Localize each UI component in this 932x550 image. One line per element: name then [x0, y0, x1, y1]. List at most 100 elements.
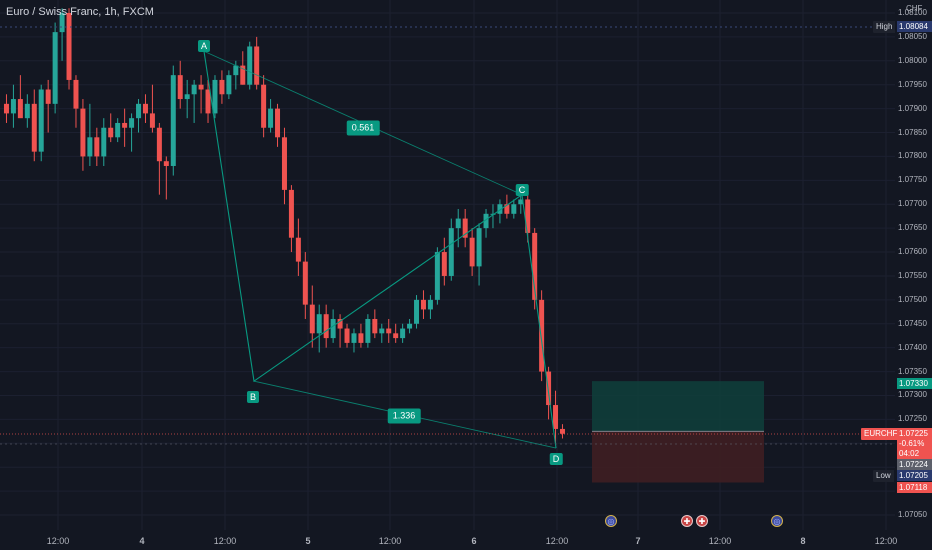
quote-currency[interactable]: CHF	[906, 4, 923, 13]
candle-body	[295, 237, 301, 262]
candle-body	[323, 314, 329, 339]
candle-body	[247, 46, 253, 85]
candle-body	[427, 299, 433, 310]
candle-body	[45, 89, 51, 104]
candle-body	[393, 333, 399, 339]
candle-body	[198, 84, 204, 90]
candles	[3, 8, 565, 444]
candle-body	[455, 218, 461, 229]
candle-body	[532, 232, 538, 300]
stop-loss-zone	[592, 431, 764, 483]
x-tick-label: 5	[305, 536, 311, 546]
candle-body	[483, 213, 489, 229]
candle-body	[108, 127, 114, 138]
y-tick-label: 1.07350	[898, 366, 927, 376]
y-tick-label: 1.07450	[898, 318, 927, 328]
ratio-label-ac: 0.561	[346, 120, 380, 136]
take-profit-price-tag: 1.07330	[897, 378, 932, 389]
y-tick-label: 1.07850	[898, 127, 927, 137]
x-tick-label: 12:00	[545, 536, 569, 546]
candle-body	[448, 228, 454, 276]
candle-body	[184, 94, 190, 100]
candle-body	[281, 137, 287, 190]
bar-countdown-tag: 04:02	[897, 448, 932, 459]
candle-body	[275, 108, 281, 138]
x-tick-label: 12:00	[708, 536, 732, 546]
y-tick-label: 1.07600	[898, 247, 927, 257]
eu-flag-icon[interactable]: ✚	[696, 515, 708, 527]
candle-body	[559, 428, 565, 434]
candle-body	[205, 89, 211, 114]
y-tick-label: 1.08100	[898, 8, 927, 17]
candle-body	[344, 328, 350, 343]
candle-body	[226, 75, 232, 95]
candle-body	[504, 204, 510, 214]
second-price-tag: 1.07224	[897, 459, 932, 470]
symbol-label: EURCHF	[861, 428, 901, 440]
candle-body	[52, 32, 58, 104]
pattern-label-d: D	[549, 453, 563, 465]
candle-body	[163, 161, 169, 166]
y-tick-label: 1.07750	[898, 175, 927, 185]
x-tick-label: 6	[471, 536, 477, 546]
calendar-event-icon[interactable]: ◎	[605, 515, 617, 527]
pattern-leg	[203, 51, 557, 449]
y-tick-label: 1.07800	[898, 151, 927, 161]
eu-flag-icon[interactable]: ✚	[681, 515, 693, 527]
candle-body	[518, 199, 524, 205]
y-tick-label: 1.07500	[898, 294, 927, 304]
candle-body	[31, 103, 37, 152]
current-price-tag: 1.07225	[897, 428, 932, 439]
candle-body	[420, 299, 426, 310]
candle-body	[101, 127, 107, 157]
candle-body	[316, 314, 322, 334]
chart-grid	[0, 0, 895, 530]
y-tick-label: 1.07300	[898, 390, 927, 400]
candle-body	[73, 79, 79, 109]
candle-body	[511, 204, 517, 214]
candle-body	[441, 252, 447, 276]
high-label: High	[873, 21, 896, 33]
candle-body	[38, 89, 44, 152]
candle-body	[87, 137, 93, 157]
candle-body	[400, 328, 406, 339]
y-tick-label: 1.07400	[898, 342, 927, 352]
candle-body	[497, 204, 503, 214]
calendar-event-icon[interactable]: ◎	[771, 515, 783, 527]
candle-body	[386, 328, 392, 334]
y-tick-label: 1.07950	[898, 79, 927, 89]
candle-body	[156, 127, 162, 162]
x-tick-label: 4	[139, 536, 145, 546]
abcd-pattern	[203, 50, 557, 449]
candle-body	[469, 237, 475, 267]
candle-body	[115, 122, 121, 138]
candle-body	[330, 318, 336, 339]
candle-body	[372, 318, 378, 334]
candle-body	[414, 299, 420, 324]
candle-body	[407, 323, 413, 329]
candle-body	[546, 371, 552, 406]
candle-body	[434, 252, 440, 300]
x-tick-label: 12:00	[874, 536, 898, 546]
pattern-label-b: B	[246, 391, 260, 403]
y-tick-label: 1.07050	[898, 510, 927, 519]
x-tick-label: 8	[800, 536, 806, 546]
high-price-tag: 1.08084	[897, 21, 932, 32]
candle-body	[233, 65, 239, 76]
y-tick-label: 1.07250	[898, 414, 927, 424]
candle-body	[24, 103, 30, 119]
x-tick-label: 12:00	[378, 536, 402, 546]
chart-title[interactable]: Euro / Swiss Franc, 1h, FXCM	[6, 6, 154, 18]
candle-body	[337, 318, 343, 329]
candle-body	[302, 261, 308, 305]
y-tick-label: 1.08000	[898, 55, 927, 65]
candle-body	[365, 318, 371, 343]
candle-body	[170, 75, 176, 166]
candle-body	[553, 405, 559, 429]
candle-body	[212, 79, 218, 114]
low-price-tag: 1.07205	[897, 470, 932, 481]
candle-body	[351, 333, 357, 343]
price-lines	[0, 26, 895, 445]
